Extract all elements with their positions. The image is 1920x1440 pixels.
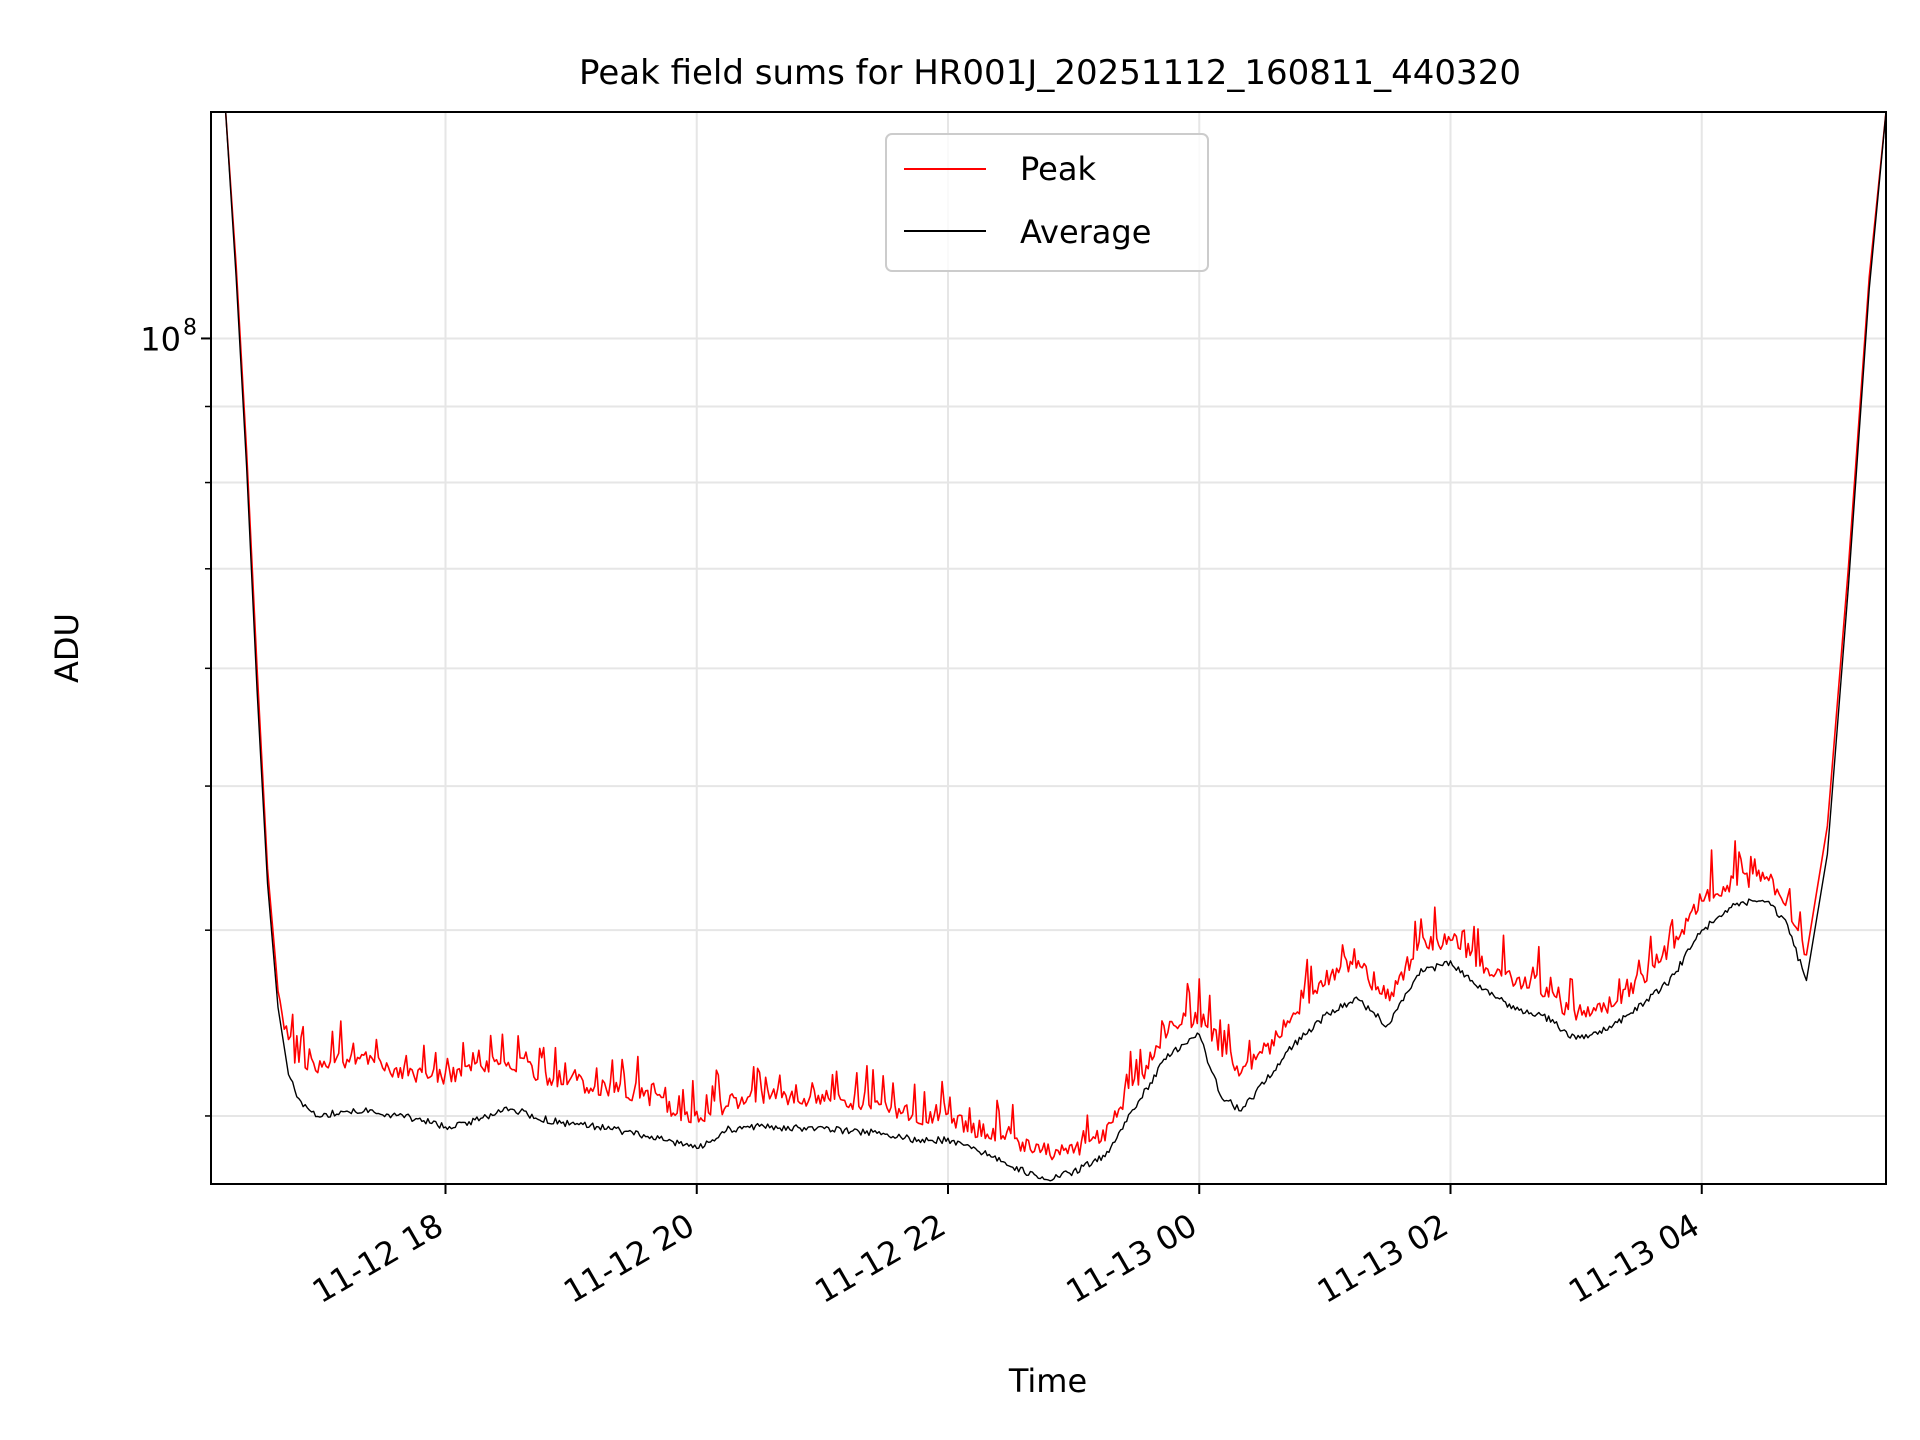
y-tick-label-exponent: 8 xyxy=(183,315,197,340)
legend-label-average: Average xyxy=(1020,213,1151,251)
legend: Peak Average xyxy=(885,133,1209,272)
series-lines xyxy=(211,111,1887,1182)
y-tick-label-base: 10 xyxy=(140,320,181,358)
legend-label-peak: Peak xyxy=(1020,150,1096,188)
y-axis-ticks: 10 8 xyxy=(140,315,211,1117)
y-axis-label: ADU xyxy=(48,613,86,683)
plot-area-frame xyxy=(210,111,1887,1185)
series-line-peak xyxy=(211,111,1887,1161)
x-axis-label: Time xyxy=(1008,1362,1087,1400)
chart-title: Peak field sums for HR001J_20251112_1608… xyxy=(579,53,1521,93)
series-line-average xyxy=(211,111,1887,1182)
